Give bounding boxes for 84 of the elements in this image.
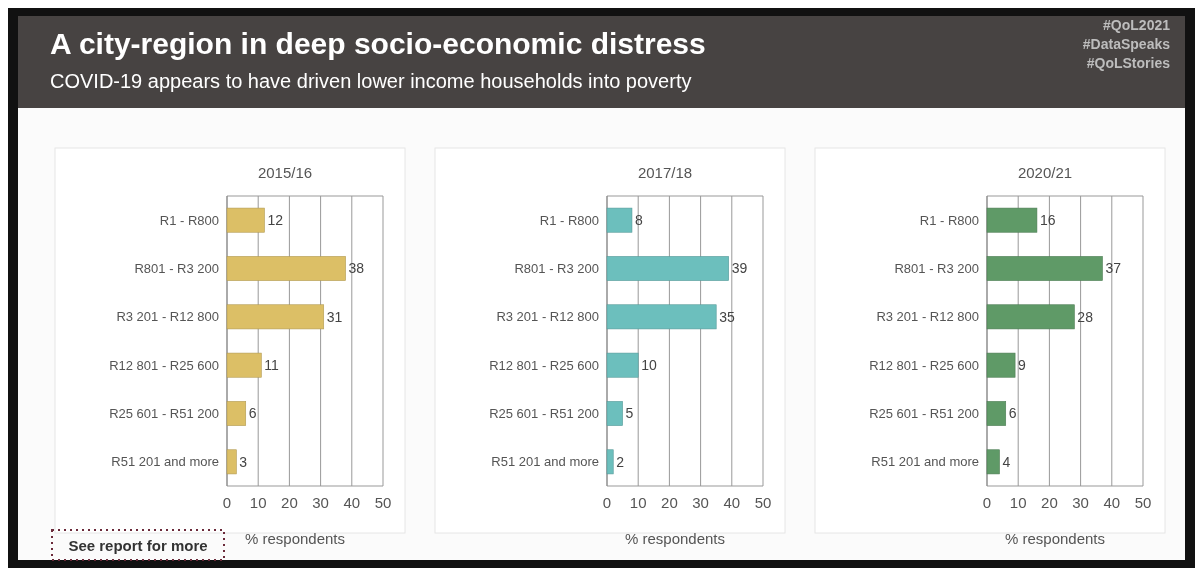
data-label: 38 [348, 260, 365, 277]
bar [606, 352, 639, 378]
x-tick-label: 10 [629, 494, 647, 511]
y-tick-label: R51 201 and more [491, 454, 599, 470]
y-tick-label: R801 - R3 200 [514, 261, 599, 277]
y-tick-label: R801 - R3 200 [894, 261, 979, 277]
x-tick-label: 40 [1103, 494, 1121, 511]
x-axis-title: % respondents [244, 530, 346, 547]
data-label: 16 [1039, 212, 1056, 229]
x-tick-label: 50 [1134, 494, 1152, 511]
bar [606, 256, 729, 281]
x-tick-label: 20 [661, 494, 678, 511]
series-label: 2020/21 [1017, 164, 1073, 181]
y-tick-label: R12 801 - R25 600 [869, 357, 979, 373]
data-label: 6 [1008, 405, 1017, 422]
chart-subtitle: COVID-19 appears to have driven lower income households into poverty [50, 70, 692, 92]
bar [226, 401, 247, 426]
x-tick-label: 40 [723, 494, 741, 511]
text: #DataSpeaks [1082, 36, 1171, 52]
x-axis-title: % respondents [624, 530, 726, 547]
series-label: 2017/18 [637, 164, 693, 181]
data-label: 9 [1018, 357, 1027, 374]
x-tick-label: 50 [374, 494, 392, 511]
data-label: 10 [641, 357, 657, 374]
y-tick-label: R12 801 - R25 600 [489, 357, 599, 373]
bar [226, 256, 346, 281]
data-label: 3 [239, 453, 248, 470]
data-label: 4 [1002, 453, 1011, 470]
y-tick-label: R51 201 and more [111, 454, 219, 470]
x-tick-label: 10 [1009, 494, 1027, 511]
y-tick-label: R25 601 - R51 200 [869, 406, 979, 422]
bar [986, 304, 1075, 330]
bar [226, 449, 237, 475]
x-tick-label: 0 [982, 494, 992, 511]
data-label: 12 [267, 212, 284, 229]
x-tick-label: 20 [1041, 494, 1058, 511]
bar [226, 304, 325, 330]
y-tick-label: R1 - R800 [159, 212, 219, 228]
x-tick-label: 0 [602, 494, 612, 511]
x-tick-label: 10 [249, 494, 267, 511]
y-tick-label: R3 201 - R12 800 [496, 309, 599, 325]
series-label: 2015/16 [257, 164, 313, 181]
x-tick-label: 30 [1072, 494, 1089, 511]
data-label: 35 [719, 308, 735, 325]
y-tick-label: R1 - R800 [919, 212, 979, 228]
data-label: 31 [326, 308, 343, 325]
bar [986, 352, 1016, 378]
y-tick-label: R12 801 - R25 600 [109, 357, 219, 373]
data-label: 37 [1105, 260, 1122, 277]
bar [606, 207, 633, 233]
x-tick-label: 0 [222, 494, 232, 511]
text: #QoL2021 [1103, 17, 1171, 33]
bar [606, 401, 623, 426]
y-tick-label: R1 - R800 [539, 212, 599, 228]
bar [606, 304, 717, 330]
text: See report for more [68, 537, 208, 554]
bar [986, 207, 1038, 233]
y-tick-label: R3 201 - R12 800 [876, 309, 979, 325]
bar [986, 449, 1000, 475]
bar [986, 401, 1007, 426]
data-label: 5 [625, 405, 634, 422]
x-axis-title: % respondents [1004, 530, 1106, 547]
bar [226, 207, 265, 233]
data-label: 28 [1077, 308, 1094, 325]
x-tick-label: 30 [692, 494, 709, 511]
data-label: 39 [731, 260, 748, 277]
y-tick-label: R3 201 - R12 800 [116, 309, 219, 325]
y-tick-label: R25 601 - R51 200 [109, 406, 219, 422]
bar [986, 256, 1103, 281]
data-label: 2 [616, 453, 625, 470]
bar [606, 449, 614, 475]
data-label: 11 [264, 357, 280, 374]
y-tick-label: R51 201 and more [871, 454, 979, 470]
x-tick-label: 20 [281, 494, 298, 511]
data-label: 6 [248, 405, 257, 422]
y-tick-label: R801 - R3 200 [134, 261, 219, 277]
x-tick-label: 40 [343, 494, 361, 511]
text: #QoLStories [1086, 55, 1171, 71]
x-tick-label: 30 [312, 494, 329, 511]
bar [226, 352, 262, 378]
chart-title: A city-region in deep socio-economic distress [50, 27, 706, 60]
y-tick-label: R25 601 - R51 200 [489, 406, 599, 422]
data-label: 8 [634, 212, 643, 229]
x-tick-label: 50 [754, 494, 772, 511]
